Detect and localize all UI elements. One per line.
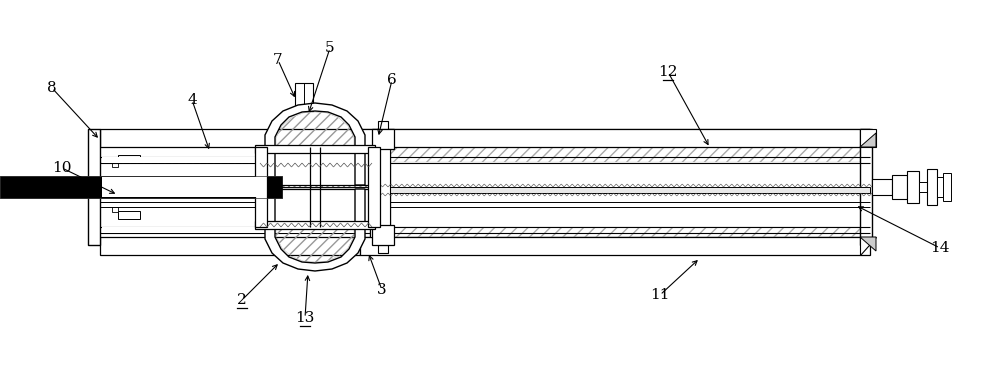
Polygon shape — [860, 237, 876, 251]
Bar — [892, 175, 907, 199]
Bar — [872, 179, 892, 195]
Bar — [368, 147, 380, 227]
Bar — [372, 129, 394, 149]
Bar — [360, 129, 870, 147]
Text: 5: 5 — [325, 41, 335, 55]
Bar — [55, 182, 65, 192]
Text: 6: 6 — [387, 73, 397, 87]
Polygon shape — [860, 237, 876, 255]
Bar — [100, 187, 870, 193]
Bar — [360, 237, 870, 255]
Bar — [927, 169, 937, 205]
Bar — [112, 162, 118, 167]
Polygon shape — [860, 129, 876, 147]
Bar — [907, 171, 919, 203]
Bar — [102, 227, 360, 233]
Text: 11: 11 — [650, 288, 670, 302]
Text: 13: 13 — [295, 311, 315, 325]
Text: 7: 7 — [273, 53, 283, 67]
Bar — [375, 227, 860, 237]
Bar — [860, 129, 872, 245]
Bar — [118, 155, 140, 163]
Bar — [100, 129, 360, 147]
Bar — [937, 177, 943, 197]
Bar — [118, 211, 140, 219]
Bar — [102, 177, 262, 197]
Bar — [255, 221, 375, 229]
Text: 8: 8 — [47, 81, 57, 95]
Text: 2: 2 — [237, 293, 247, 307]
Bar — [378, 121, 388, 129]
Text: 4: 4 — [187, 93, 197, 107]
Text: 14: 14 — [930, 241, 950, 255]
Bar — [260, 189, 370, 225]
Text: 10: 10 — [52, 161, 72, 175]
Bar — [260, 149, 370, 185]
Bar — [360, 129, 870, 147]
Polygon shape — [265, 189, 365, 271]
Bar — [255, 145, 375, 153]
Bar — [65, 177, 88, 197]
Text: 12: 12 — [658, 65, 678, 79]
Bar — [370, 147, 390, 237]
Polygon shape — [265, 103, 365, 185]
Bar — [375, 147, 860, 162]
Bar — [360, 237, 870, 255]
Bar — [102, 157, 360, 163]
Bar — [100, 237, 360, 255]
Bar — [919, 182, 927, 192]
Bar — [88, 129, 100, 245]
Polygon shape — [860, 133, 876, 147]
Text: 3: 3 — [377, 283, 387, 297]
Bar — [378, 245, 388, 253]
Bar — [372, 225, 394, 245]
Bar — [112, 207, 118, 212]
Bar — [943, 173, 951, 201]
Bar — [0, 176, 282, 198]
Bar — [295, 83, 313, 111]
Bar — [255, 147, 267, 227]
